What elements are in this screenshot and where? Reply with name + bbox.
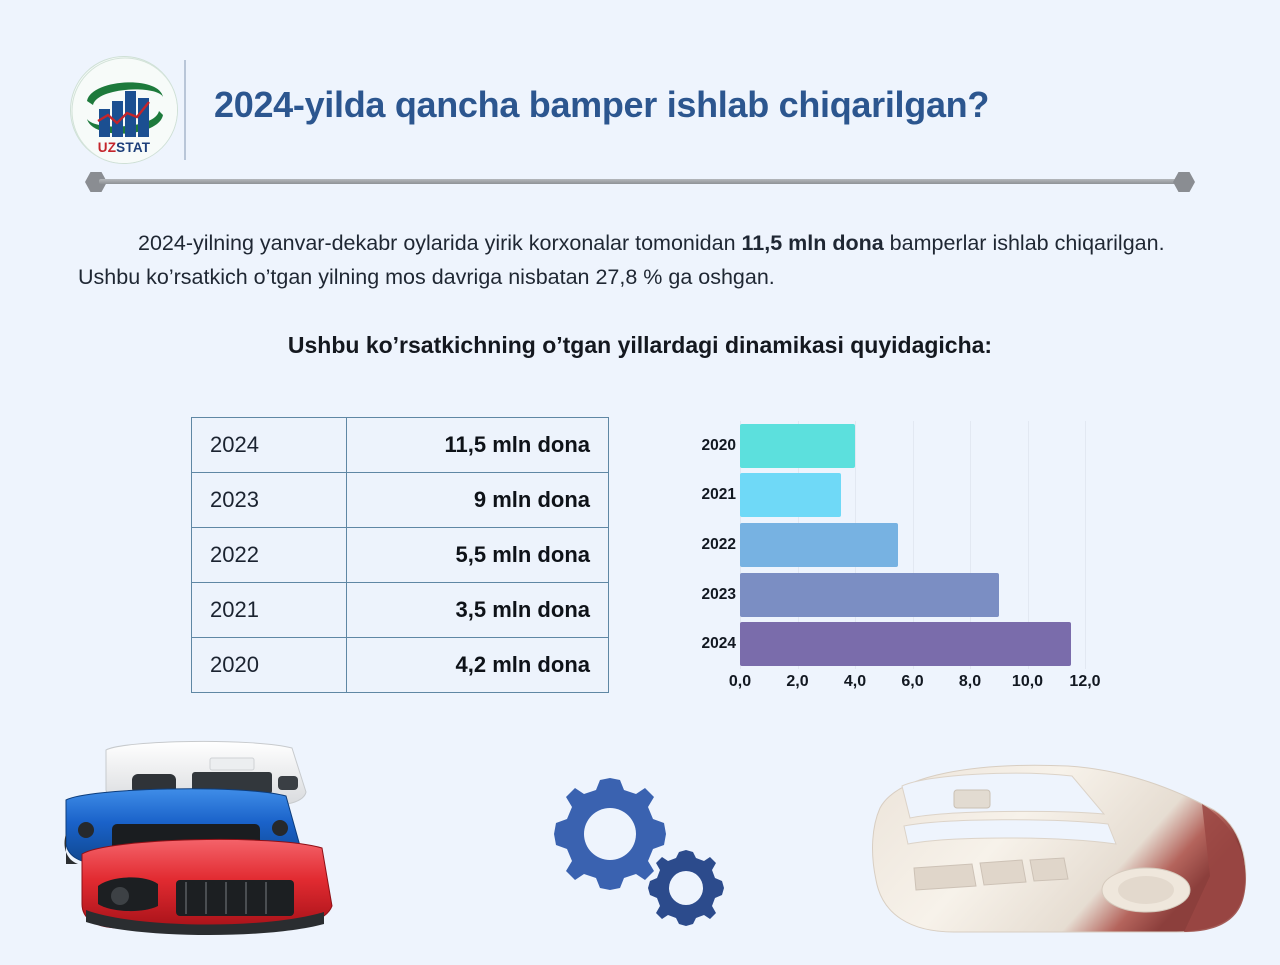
chart-x-axis: 0,0 2,0 4,0 6,0 8,0 10,0 12,0 [729,673,1101,697]
chart-bar-row: 2022 [702,523,1085,567]
chart-bar [740,523,899,567]
chart-category-label: 2024 [701,635,736,653]
chart-category-label: 2022 [701,536,736,553]
table-cell-year: 2024 [191,417,347,473]
chart-gridline [1027,421,1029,669]
logo-circle [70,56,178,164]
chart-bar-row: 2020 [702,423,1085,468]
lead-highlight: 11,5 mln dona [741,231,884,255]
table-cell-value: 9 mln dona [346,472,609,528]
chart-bar [740,572,999,617]
table-cell-value: 5,5 mln dona [346,527,609,583]
gear-large-icon [554,778,666,890]
chart-x-tick-label: 0,0 [728,673,752,690]
table-row: 2023 9 mln dona [191,472,609,528]
rule-cap-right-icon [1173,172,1195,192]
logo-wordmark: UZSTAT [70,140,178,155]
logo-graphic [71,57,177,163]
yearly-data-table: 2024 11,5 mln dona 2023 9 mln dona 2022 … [191,417,609,693]
header-divider [184,60,186,160]
header-rule [85,172,1195,192]
chart-bar [740,423,855,468]
chart-gridline [970,421,971,669]
chart-x-tick-label: 12,0 [1069,673,1101,690]
gear-small-icon [648,850,724,926]
bar-chart: 2020 2021 2022 2023 2024 0,0 2,0 4,0 6,0 8,0 10,0… [672,415,1157,700]
table-cell-year: 2020 [191,637,347,693]
table-row: 2021 3,5 mln dona [191,582,609,638]
table-cell-value: 3,5 mln dona [346,582,609,638]
table-row: 2024 11,5 mln dona [191,417,609,473]
chart-category-label: 2021 [701,486,736,504]
chart-gridline [912,421,914,669]
chart-bar-row: 2021 [702,473,1085,518]
chart-bar-row: 2023 [702,572,1085,617]
chart-category-label: 2023 [701,585,736,603]
gears-image [548,778,738,928]
lead-text-part1: 2024-yilning yanvar-dekabr oylarida yiri… [138,231,742,255]
chart-x-tick-label: 6,0 [901,673,924,690]
chart-bar-row: 2024 [702,622,1085,667]
chart-x-tick-label: 10,0 [1011,673,1044,690]
table-cell-value: 4,2 mln dona [346,637,609,693]
table-cell-year: 2022 [191,527,347,583]
section-subtitle: Ushbu ko’rsatkichning o’tgan yillardagi … [287,332,993,358]
stacked-bumpers-graphic [64,740,333,936]
chart-bar [740,622,1071,667]
table-row: 2020 4,2 mln dona [191,637,609,693]
stacked-bumpers-image [24,714,364,960]
chart-plot-area: 2020 2021 2022 2023 2024 [702,421,1086,669]
gear-pair-icon [554,778,724,926]
rule-line [99,179,1181,184]
uzstat-logo: UZSTAT [70,56,178,164]
lead-text-part2: bamperlar ishlab chiqarilgan. Ushbu ko’r… [78,231,1165,289]
chart-bar [740,473,841,518]
logo-stat: STAT [116,140,151,155]
lead-paragraph: 2024-yilning yanvar-dekabr oylarida yiri… [78,226,1193,294]
table-body: 2024 11,5 mln dona 2023 9 mln dona 2022 … [191,417,609,693]
page-header: UZSTAT 2024-yilda qancha bamper ishlab c… [0,0,1280,200]
chart-x-tick-label: 2,0 [786,673,809,690]
logo-uz: UZ [97,140,117,155]
unpainted-bumper-graphic [872,764,1247,933]
unpainted-bumper-image [858,748,1258,953]
table-cell-year: 2021 [191,582,347,638]
chart-x-tick-label: 8,0 [958,673,982,690]
table-row: 2022 5,5 mln dona [191,527,609,583]
table-cell-value: 11,5 mln dona [346,417,609,473]
chart-gridline [1085,421,1086,669]
table-cell-year: 2023 [191,472,347,528]
chart-x-tick-label: 4,0 [843,673,867,690]
chart-category-label: 2020 [701,436,736,454]
rule-cap-left-icon [85,172,107,192]
page-title: 2024-yilda qancha bamper ishlab chiqaril… [214,84,990,125]
